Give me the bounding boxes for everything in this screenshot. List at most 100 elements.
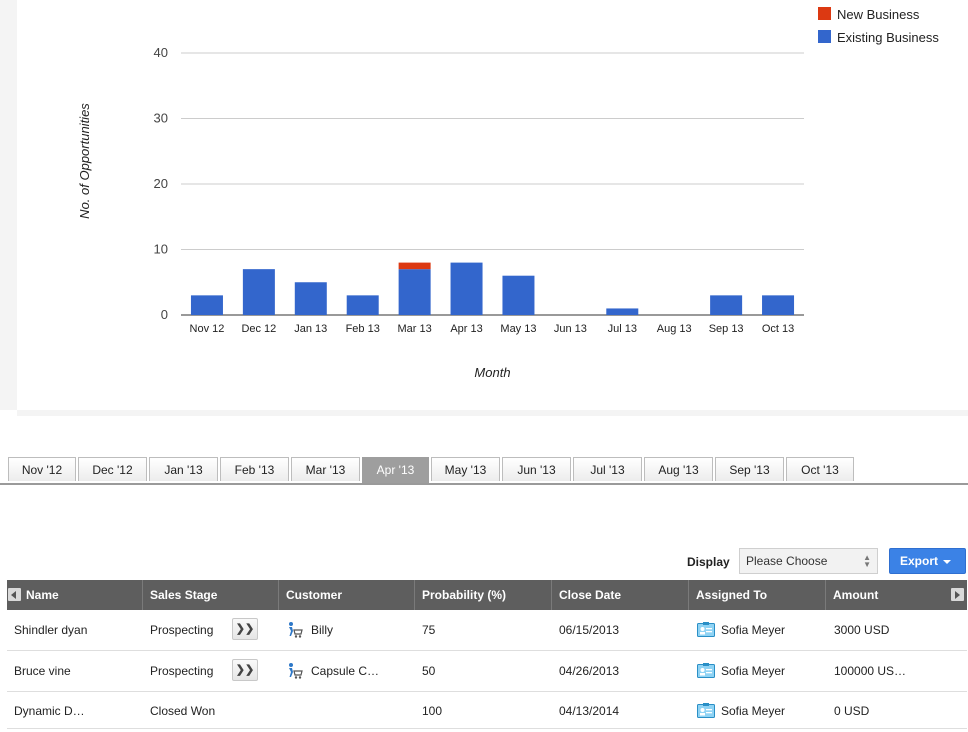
x-tick-label: Oct 13 xyxy=(762,323,794,335)
bar-existing-business xyxy=(190,295,223,315)
cell-amount: 100000 US… xyxy=(834,664,907,678)
month-tab[interactable]: Jul '13 xyxy=(573,457,642,481)
x-tick-label: Jun 13 xyxy=(554,323,587,335)
month-tab[interactable]: Dec '12 xyxy=(78,457,147,481)
opportunities-chart: 0 10 20 30 40 Nov 12 Dec 12 Jan 13 Feb 13 Mar 13 A… xyxy=(17,0,968,410)
cell-probability: 50 xyxy=(422,664,436,678)
legend-swatch xyxy=(818,30,831,43)
month-tab[interactable]: Jun '13 xyxy=(502,457,571,481)
y-tick-label: 10 xyxy=(154,242,168,257)
display-label: Display xyxy=(687,555,730,569)
cell-assigned-to: Sofia Meyer xyxy=(721,664,786,678)
customer-cart-icon xyxy=(286,621,304,639)
x-tick-label: Jul 13 xyxy=(608,323,637,335)
cell-close-date: 04/26/2013 xyxy=(559,664,620,678)
month-tab[interactable]: May '13 xyxy=(431,457,500,481)
table-row[interactable]: Dynamic D… Closed Won 100 04/13/2014 Sofia M… xyxy=(7,692,967,729)
column-header-amount[interactable]: Amount xyxy=(833,588,879,602)
month-tab-bar: Nov '12 Dec '12 Jan '13 Feb '13 Mar '13 Apr '… xyxy=(8,457,856,484)
bar-existing-business xyxy=(606,308,639,315)
legend-swatch xyxy=(818,7,831,20)
legend-label: Existing Business xyxy=(837,30,939,45)
grid-body: Shindler dyan Prospecting Billy 75 06/15/201… xyxy=(7,610,967,729)
bar-existing-business xyxy=(502,275,535,315)
cell-name: Dynamic D… xyxy=(14,704,85,718)
month-tab[interactable]: Jan '13 xyxy=(149,457,218,481)
column-header-customer[interactable]: Customer xyxy=(279,580,415,610)
bar-existing-business xyxy=(346,295,379,315)
y-tick-label: 20 xyxy=(154,176,168,191)
display-select[interactable]: Please Choose ▲ ▼ xyxy=(739,548,878,574)
column-header-assigned-to[interactable]: Assigned To xyxy=(689,580,826,610)
y-tick-label: 30 xyxy=(154,111,168,126)
y-tick-label: 0 xyxy=(161,307,168,322)
x-tick-label: Sep 13 xyxy=(709,323,744,335)
column-header-close-date[interactable]: Close Date xyxy=(552,580,689,610)
select-arrows-icon: ▲ ▼ xyxy=(863,553,871,569)
scroll-right-icon[interactable] xyxy=(951,588,964,601)
cell-name: Bruce vine xyxy=(14,664,71,678)
bar-existing-business xyxy=(762,295,795,315)
column-header-name[interactable]: Name xyxy=(19,580,143,610)
chart-svg: 0 10 20 30 40 Nov 12 Dec 12 Jan 13 Feb 13 Mar 13 A… xyxy=(77,7,939,380)
bar-existing-business xyxy=(398,269,431,315)
y-tick-label: 40 xyxy=(154,45,168,60)
table-row[interactable]: Shindler dyan Prospecting Billy 75 06/15/201… xyxy=(7,610,967,651)
user-badge-icon xyxy=(697,663,715,678)
column-header-sales-stage[interactable]: Sales Stage xyxy=(143,580,279,610)
bar-existing-business xyxy=(450,262,483,315)
column-header-probability[interactable]: Probability (%) xyxy=(415,580,552,610)
chart-bottom-margin xyxy=(17,410,968,416)
month-tab[interactable]: Oct '13 xyxy=(786,457,854,481)
table-row[interactable]: Bruce vine Prospecting Capsule C… 50 04/26/2… xyxy=(7,651,967,692)
opportunities-grid: Name Sales Stage Customer Probability (%… xyxy=(7,580,967,729)
month-tab[interactable]: Mar '13 xyxy=(291,457,360,481)
x-axis-title: Month xyxy=(474,365,510,380)
month-tab[interactable]: Sep '13 xyxy=(715,457,784,481)
x-tick-label: Mar 13 xyxy=(398,323,432,335)
bar-existing-business xyxy=(710,295,743,315)
x-tick-label: Apr 13 xyxy=(450,323,482,335)
cell-name: Shindler dyan xyxy=(14,623,88,637)
month-tab[interactable]: Nov '12 xyxy=(8,457,76,481)
cell-customer: Capsule C… xyxy=(311,664,380,678)
month-tab[interactable]: Apr '13 xyxy=(362,457,429,483)
advance-stage-button[interactable]: ❯❯ xyxy=(232,618,258,640)
customer-cart-icon xyxy=(286,662,304,680)
grid-header: Name Sales Stage Customer Probability (%… xyxy=(7,580,967,610)
month-tab[interactable]: Aug '13 xyxy=(644,457,713,481)
cell-assigned-to: Sofia Meyer xyxy=(721,623,786,637)
cell-sales-stage: Closed Won xyxy=(150,704,216,718)
x-tick-label: Jan 13 xyxy=(294,323,327,335)
user-badge-icon xyxy=(697,703,715,718)
x-tick-label: Aug 13 xyxy=(657,323,692,335)
bar-existing-business xyxy=(294,282,327,315)
month-tab[interactable]: Feb '13 xyxy=(220,457,289,481)
x-tick-label: Feb 13 xyxy=(346,323,380,335)
x-tick-label: Dec 12 xyxy=(241,323,276,335)
y-axis-title: No. of Opportunities xyxy=(77,103,92,219)
display-select-value: Please Choose xyxy=(746,554,828,568)
x-tick-label: Nov 12 xyxy=(190,323,225,335)
caret-down-icon xyxy=(943,560,951,564)
chart-left-margin xyxy=(0,0,17,410)
x-tick-label: May 13 xyxy=(500,323,536,335)
cell-customer: Billy xyxy=(311,623,334,637)
cell-close-date: 06/15/2013 xyxy=(559,623,620,637)
cell-close-date: 04/13/2014 xyxy=(559,704,620,718)
export-button[interactable]: Export xyxy=(889,548,966,574)
export-button-label: Export xyxy=(900,554,939,568)
cell-assigned-to: Sofia Meyer xyxy=(721,704,786,718)
tab-bar-divider xyxy=(0,483,968,485)
cell-probability: 100 xyxy=(422,704,443,718)
advance-stage-button[interactable]: ❯❯ xyxy=(232,659,258,681)
cell-amount: 0 USD xyxy=(834,704,870,718)
cell-sales-stage: Prospecting xyxy=(150,623,214,637)
cell-amount: 3000 USD xyxy=(834,623,890,637)
legend-label: New Business xyxy=(837,7,920,22)
cell-probability: 75 xyxy=(422,623,436,637)
user-badge-icon xyxy=(697,622,715,637)
cell-sales-stage: Prospecting xyxy=(150,664,214,678)
bar-new-business xyxy=(398,262,431,270)
scroll-left-icon[interactable] xyxy=(8,588,21,601)
